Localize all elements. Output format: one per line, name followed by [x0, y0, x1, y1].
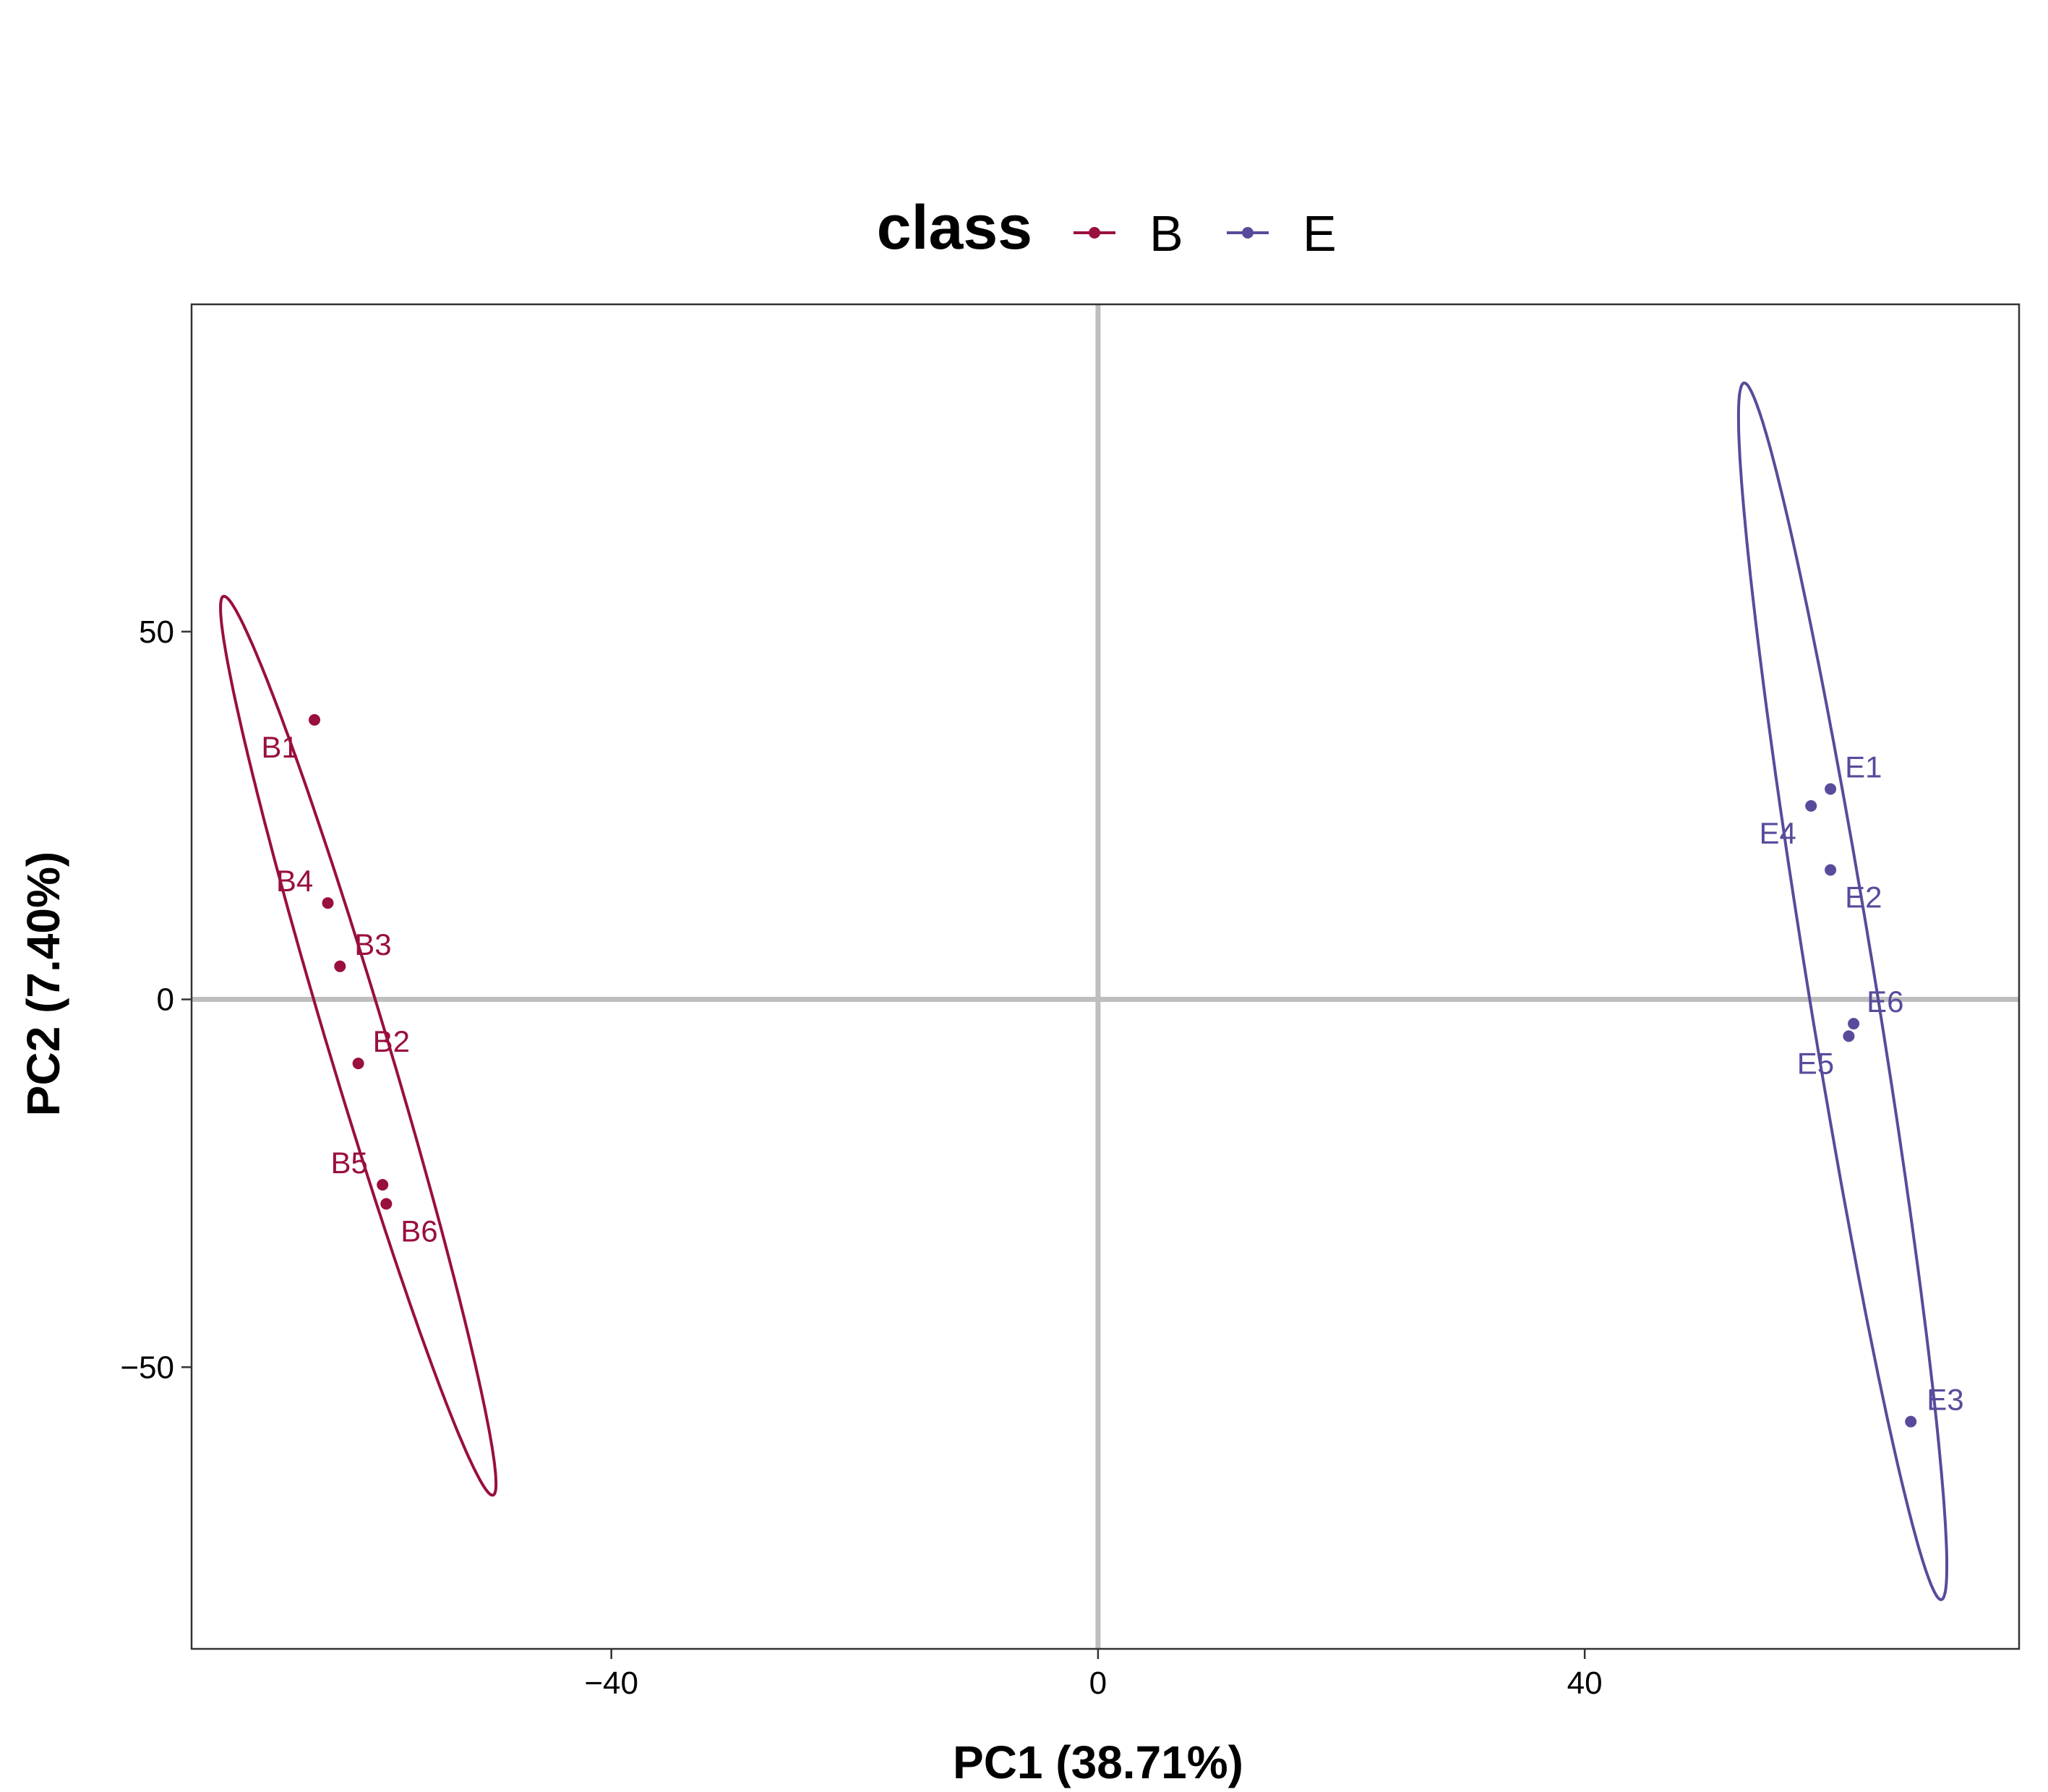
plot-panel-border: [190, 303, 2021, 1650]
ellipse-b: [219, 594, 498, 1497]
legend-key-b-point: [1089, 227, 1100, 239]
legend-key-e-point: [1242, 227, 1254, 239]
point-label-e6: E6: [1867, 985, 1903, 1019]
point-e3: [1905, 1415, 1917, 1428]
reference-lines: [192, 304, 2019, 1649]
point-e5: [1843, 1030, 1855, 1042]
point-label-b2: B2: [373, 1024, 410, 1058]
y-tick-label: 0: [157, 982, 174, 1018]
confidence-ellipses: [219, 381, 1948, 1601]
x-axis-title: PC1 (38.71%): [953, 1736, 1243, 1788]
y-tick-label: −50: [120, 1350, 174, 1385]
y-axis-title: PC2 (7.40%): [17, 852, 69, 1116]
y-tick-label: 50: [139, 614, 174, 650]
point-label-b4: B4: [276, 864, 313, 898]
point-b3: [334, 960, 346, 972]
legend-entry-e: E: [1227, 205, 1337, 262]
point-label-e4: E4: [1760, 816, 1796, 850]
y-axis: −50 0 50: [120, 614, 192, 1385]
legend-title: class: [877, 193, 1032, 262]
x-tick-label: −40: [584, 1665, 638, 1701]
legend-entry-b: B: [1074, 205, 1183, 262]
point-label-b5: B5: [331, 1146, 368, 1180]
point-e4: [1805, 799, 1817, 812]
point-b4: [322, 897, 334, 909]
legend-label-e: E: [1303, 205, 1337, 262]
data-points: [309, 713, 1917, 1428]
legend: class B E: [877, 193, 1337, 262]
x-axis: −40 0 40: [584, 1649, 1603, 1701]
point-b6: [380, 1198, 393, 1210]
point-e1: [1825, 783, 1837, 795]
point-label-e1: E1: [1845, 750, 1882, 784]
point-b1: [309, 713, 320, 726]
point-label-b3: B3: [354, 927, 391, 961]
point-label-e2: E2: [1845, 880, 1882, 914]
point-label-b1: B1: [261, 730, 298, 764]
point-labels: B1 B2 B3 B4 B5 B6 E1 E2 E3 E4 E5 E6: [261, 730, 1963, 1417]
point-label-b6: B6: [400, 1214, 437, 1248]
point-label-e5: E5: [1797, 1046, 1834, 1080]
x-tick-label: 40: [1567, 1665, 1603, 1701]
point-label-e3: E3: [1927, 1383, 1963, 1417]
legend-label-b: B: [1149, 205, 1183, 262]
point-e6: [1848, 1018, 1860, 1030]
ellipse-e: [1736, 381, 1948, 1601]
x-tick-label: 0: [1089, 1665, 1107, 1701]
point-b5: [377, 1179, 389, 1191]
point-e2: [1825, 864, 1837, 876]
point-b2: [352, 1058, 364, 1070]
